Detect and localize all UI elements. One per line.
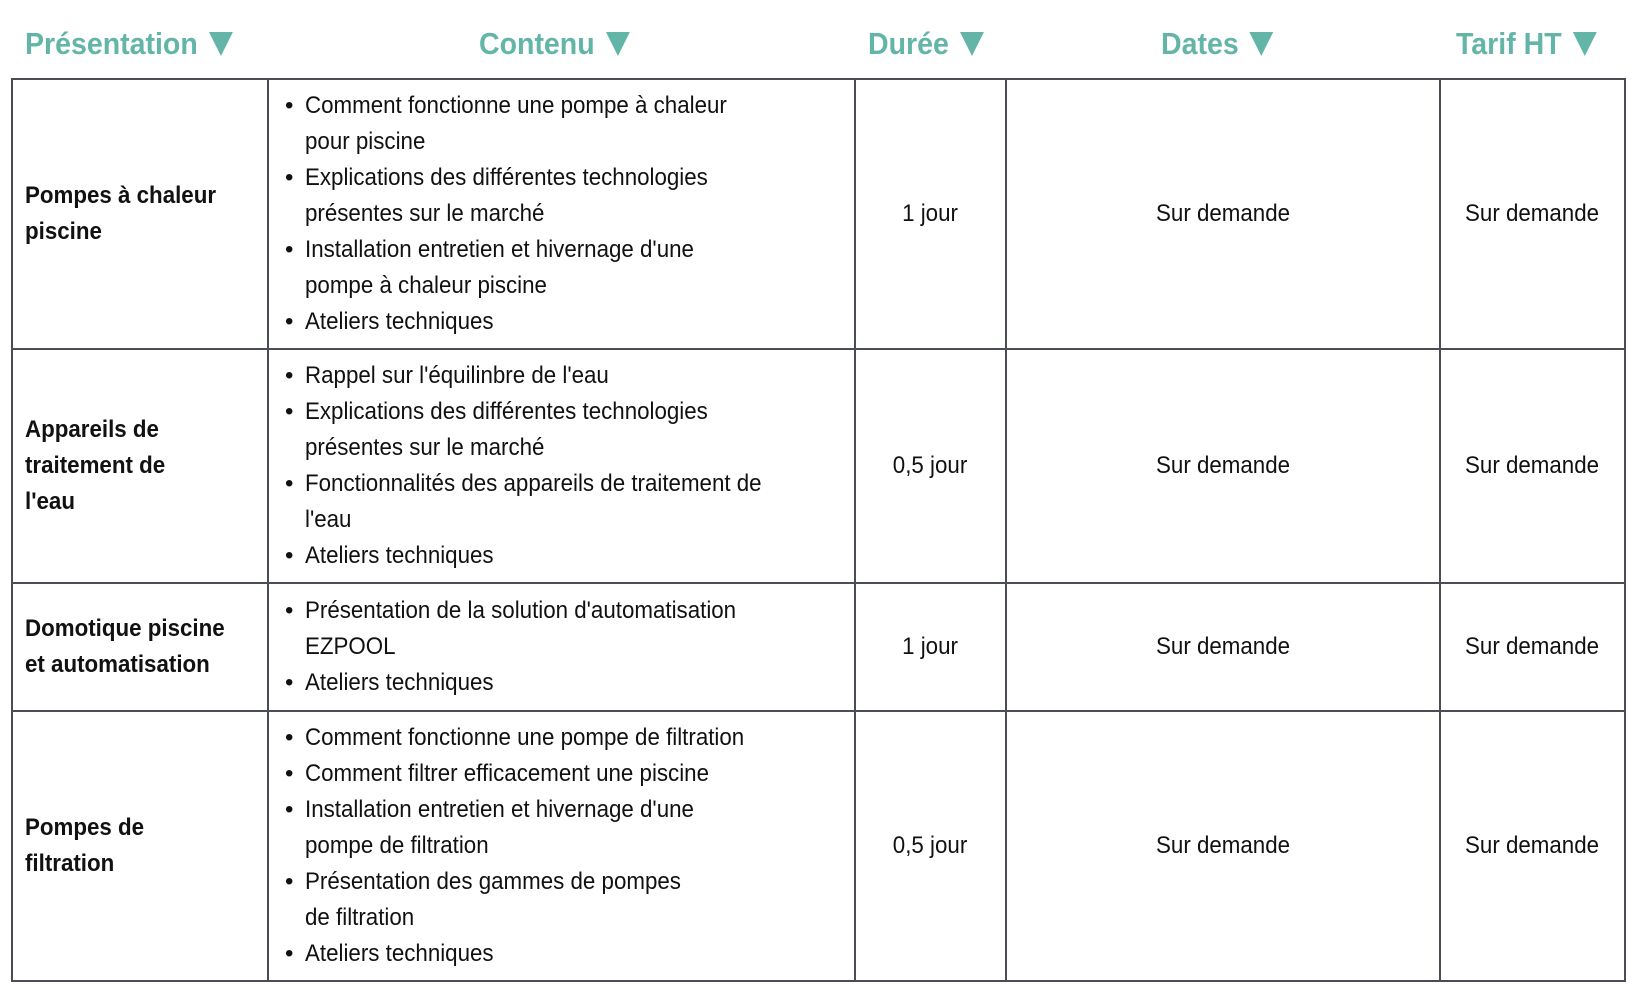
tarif-cell-text: Sur demande [1465, 200, 1600, 227]
list-item: Explications des différentes technologie… [285, 160, 854, 232]
list-item-line: Comment filtrer efficacement une piscine [305, 760, 710, 787]
dates-cell-text: Sur demande [1155, 832, 1291, 859]
list-item-line: Présentation de la solution d'automatisa… [305, 597, 737, 624]
list-item: Fonctionnalités des appareils de traitem… [285, 466, 854, 538]
list-item: Présentation de la solution d'automatisa… [285, 593, 854, 665]
header-label: Présentation [25, 26, 198, 61]
list-item-line: pompe à chaleur piscine [305, 272, 547, 299]
list-item: Rappel sur l'équilinbre de l'eau [285, 358, 854, 394]
header-presentation[interactable]: Présentation [25, 22, 233, 66]
list-item-line: présentes sur le marché [305, 434, 545, 461]
presentation-line: l'eau [25, 488, 75, 515]
list-item-line: pour piscine [305, 128, 426, 155]
tarif-cell: Sur demande [1439, 582, 1626, 712]
presentation-line: Pompes à chaleur [25, 182, 217, 209]
tarif-cell: Sur demande [1439, 78, 1626, 350]
dates-cell-text: Sur demande [1155, 633, 1291, 660]
list-item-line: présentes sur le marché [305, 200, 545, 227]
list-item-line: pompe de filtration [305, 832, 489, 859]
list-item: Explications des différentes technologie… [285, 394, 854, 466]
dates-cell-text: Sur demande [1155, 200, 1291, 227]
header-duree[interactable]: Durée [868, 22, 984, 66]
list-item-line: Fonctionnalités des appareils de traitem… [305, 470, 762, 497]
list-item-line: Ateliers techniques [305, 542, 494, 569]
tarif-cell-text: Sur demande [1465, 832, 1600, 859]
list-item-line: Présentation des gammes de pompes [305, 868, 681, 895]
duree-cell-text: 0,5 jour [893, 832, 968, 859]
triangle-down-icon [1249, 32, 1274, 56]
tarif-cell-text: Sur demande [1465, 633, 1600, 660]
header-dates[interactable]: Dates [1161, 22, 1274, 66]
list-item: Ateliers techniques [285, 538, 854, 574]
dates-cell: Sur demande [1005, 582, 1441, 712]
duree-cell-text: 0,5 jour [893, 452, 968, 479]
presentation-cell: Domotique piscine et automatisation [11, 582, 269, 712]
contenu-cell: Comment fonctionne une pompe à chaleur po… [267, 78, 856, 350]
list-item: Installation entretien et hivernage d'un… [285, 232, 854, 304]
list-item-line: Comment fonctionne une pompe de filtrati… [305, 724, 745, 751]
triangle-down-icon [605, 32, 630, 56]
list-item: Comment filtrer efficacement une piscine [285, 756, 854, 792]
list-item: Ateliers techniques [285, 304, 854, 340]
tarif-cell-text: Sur demande [1465, 452, 1600, 479]
contenu-cell: Rappel sur l'équilinbre de l'eau Explicat… [267, 348, 856, 584]
list-item: Ateliers techniques [285, 936, 854, 972]
presentation-cell: Pompes de filtration [11, 710, 269, 982]
list-item-line: Explications des différentes technologie… [305, 164, 708, 191]
triangle-down-icon [959, 32, 984, 56]
duree-cell-text: 1 jour [902, 200, 959, 227]
header-contenu[interactable]: Contenu [479, 22, 630, 66]
table-row: Domotique piscine et automatisation Présen… [11, 582, 1626, 712]
duree-cell-text: 1 jour [902, 633, 959, 660]
list-item: Ateliers techniques [285, 665, 854, 701]
list-item-line: Comment fonctionne une pompe à chaleur [305, 92, 727, 119]
duree-cell: 0,5 jour [854, 710, 1007, 982]
header-label: Tarif HT [1456, 26, 1562, 61]
table-row: Pompes à chaleur piscine Comment fonctionn… [11, 78, 1626, 350]
tarif-cell: Sur demande [1439, 348, 1626, 584]
list-item-line: de filtration [305, 904, 415, 931]
list-item: Présentation des gammes de pompes de filt… [285, 864, 854, 936]
list-item: Comment fonctionne une pompe de filtrati… [285, 720, 854, 756]
tarif-cell: Sur demande [1439, 710, 1626, 982]
triangle-down-icon [208, 32, 233, 56]
dates-cell: Sur demande [1005, 710, 1441, 982]
list-item-line: Ateliers techniques [305, 669, 494, 696]
presentation-line: filtration [25, 850, 115, 877]
list-item-line: Ateliers techniques [305, 940, 494, 967]
contenu-cell: Comment fonctionne une pompe de filtrati… [267, 710, 856, 982]
list-item-line: Explications des différentes technologie… [305, 398, 708, 425]
contenu-cell: Présentation de la solution d'automatisa… [267, 582, 856, 712]
list-item-line: Ateliers techniques [305, 308, 494, 335]
list-item-line: Installation entretien et hivernage d'un… [305, 236, 694, 263]
duree-cell: 1 jour [854, 78, 1007, 350]
list-item-line: Rappel sur l'équilinbre de l'eau [305, 362, 609, 389]
presentation-cell: Pompes à chaleur piscine [11, 78, 269, 350]
triangle-down-icon [1572, 32, 1597, 56]
list-item-line: l'eau [305, 506, 352, 533]
header-tarif[interactable]: Tarif HT [1456, 22, 1597, 66]
list-item: Comment fonctionne une pompe à chaleur po… [285, 88, 854, 160]
training-table: Pompes à chaleur piscine Comment fonctionn… [11, 78, 1626, 982]
list-item-line: Installation entretien et hivernage d'un… [305, 796, 694, 823]
dates-cell-text: Sur demande [1155, 452, 1291, 479]
presentation-line: Appareils de [25, 416, 159, 443]
presentation-line: Pompes de [25, 814, 145, 841]
list-item: Installation entretien et hivernage d'un… [285, 792, 854, 864]
table-row: Pompes de filtration Comment fonctionne un… [11, 710, 1626, 982]
list-item-line: EZPOOL [305, 633, 396, 660]
duree-cell: 1 jour [854, 582, 1007, 712]
header-label: Contenu [479, 26, 595, 61]
presentation-line: piscine [25, 218, 102, 245]
header-label: Durée [868, 26, 949, 61]
dates-cell: Sur demande [1005, 348, 1441, 584]
presentation-cell: Appareils de traitement de l'eau [11, 348, 269, 584]
presentation-line: et automatisation [25, 651, 210, 678]
presentation-line: Domotique piscine [25, 615, 225, 642]
presentation-line: traitement de [25, 452, 166, 479]
header-label: Dates [1161, 26, 1239, 61]
duree-cell: 0,5 jour [854, 348, 1007, 584]
dates-cell: Sur demande [1005, 78, 1441, 350]
